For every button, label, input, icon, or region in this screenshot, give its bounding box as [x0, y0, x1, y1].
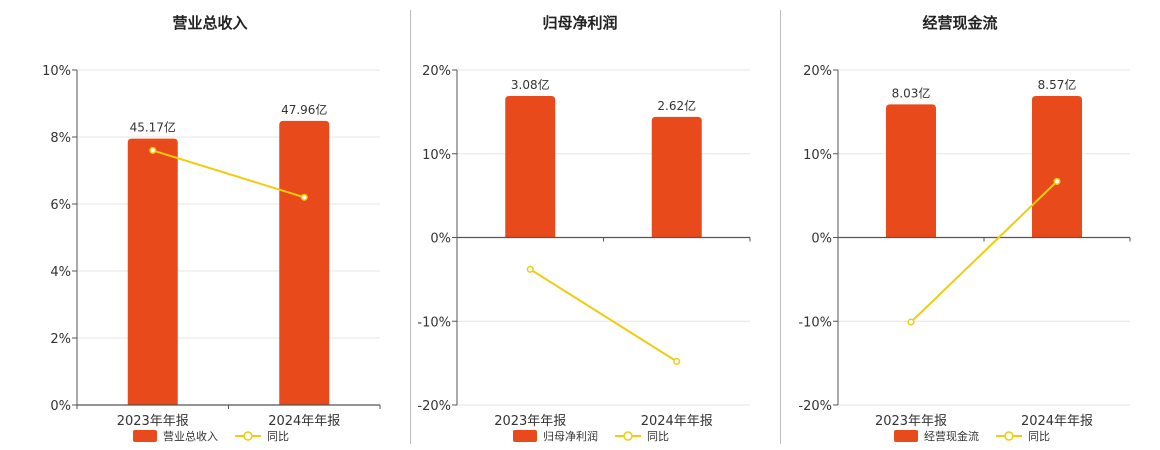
yoy-point — [1053, 177, 1061, 185]
bar — [127, 138, 178, 406]
y-tick-label: 10% — [42, 64, 71, 79]
y-tick-label: 0% — [811, 232, 832, 247]
y-tick-label: 8% — [50, 131, 71, 146]
bar-data-label: 47.96亿 — [281, 102, 327, 117]
yoy-line — [529, 268, 678, 363]
x-tick-label: 2024年年报 — [641, 414, 713, 429]
bar — [505, 95, 556, 238]
y-tick-label: 6% — [50, 198, 71, 213]
legend-bar-swatch — [894, 430, 918, 442]
x-tick-label: 2023年年报 — [494, 414, 566, 429]
legend-bar-label: 营业总收入 — [163, 429, 218, 443]
x-tick-label: 2024年年报 — [268, 414, 340, 429]
bar-data-label: 45.17亿 — [130, 120, 176, 135]
bar-data-label: 8.57亿 — [1038, 77, 1077, 92]
y-tick-label: 0% — [50, 399, 71, 414]
y-tick-label: -10% — [417, 315, 451, 330]
x-tick-label: 2023年年报 — [875, 414, 947, 429]
bar-data-label: 2.62亿 — [657, 98, 696, 113]
chart-title: 营业总收入 — [172, 14, 247, 32]
y-tick-label: 20% — [803, 64, 832, 79]
bar — [1032, 95, 1082, 238]
legend-line-label: 同比 — [1028, 430, 1050, 443]
bar-data-label: 8.03亿 — [892, 85, 931, 100]
chart-title: 经营现金流 — [922, 14, 997, 32]
yoy-point — [673, 357, 681, 366]
legend-bar-swatch — [133, 430, 157, 442]
bar — [886, 104, 936, 238]
legend-line-marker — [623, 431, 633, 441]
legend-line-marker — [243, 431, 253, 441]
legend-line-label: 同比 — [647, 430, 669, 443]
yoy-point — [300, 193, 308, 201]
chart-title: 归母净利润 — [542, 14, 617, 32]
yoy-line — [910, 180, 1058, 323]
y-tick-label: 10% — [422, 148, 451, 163]
legend-line-label: 同比 — [267, 430, 289, 443]
legend-line-marker — [1004, 431, 1014, 441]
x-tick-label: 2024年年报 — [1021, 414, 1093, 429]
yoy-point — [526, 265, 534, 273]
legend-bar-swatch — [513, 430, 537, 442]
yoy-point — [149, 146, 157, 154]
y-tick-label: 2% — [50, 332, 71, 347]
bar-data-label: 3.08亿 — [511, 77, 550, 92]
bar — [279, 120, 330, 406]
y-tick-label: -20% — [417, 399, 451, 414]
y-tick-label: 10% — [803, 148, 832, 163]
x-tick-label: 2023年年报 — [117, 414, 189, 429]
yoy-point — [907, 318, 915, 326]
y-tick-label: 4% — [50, 265, 71, 280]
yoy-line — [152, 149, 305, 199]
y-tick-label: -10% — [798, 315, 832, 330]
y-tick-label: 0% — [430, 232, 451, 247]
panel-divider-2 — [780, 10, 781, 444]
panel-divider-1 — [410, 10, 411, 444]
y-tick-label: 20% — [422, 64, 451, 79]
y-tick-label: -20% — [798, 399, 832, 414]
legend-bar-label: 经营现金流 — [924, 429, 979, 443]
bar — [651, 116, 702, 238]
legend-bar-label: 归母净利润 — [543, 429, 598, 443]
